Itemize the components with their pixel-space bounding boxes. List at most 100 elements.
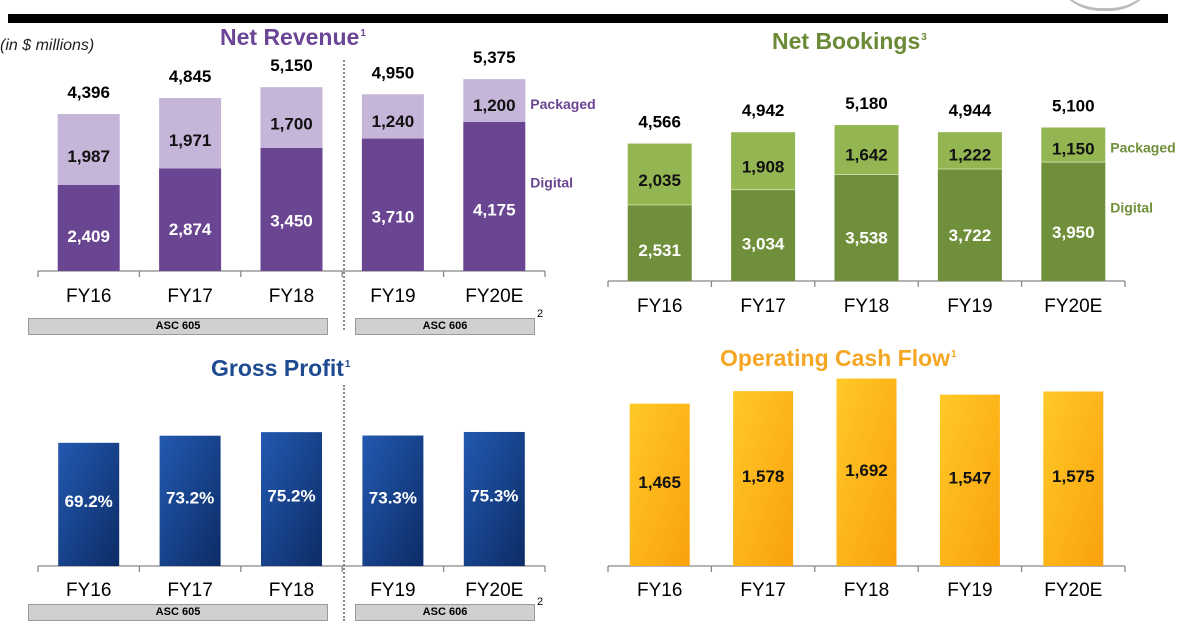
gross-bar [362,435,424,566]
rev-bar-digital [57,184,120,271]
gross-bar [463,431,525,566]
gross-category-label: FY16 [66,580,111,601]
book-packaged-value-label: 2,035 [638,171,681,190]
rev-bar-digital [361,138,424,271]
cash-value-label: 1,465 [638,473,681,492]
asc-divider-top [343,60,345,330]
book-category-label: FY18 [844,296,889,317]
asc-footnote-top: 2 [537,308,544,320]
asc-divider-bottom [343,385,345,621]
book-bar-digital [937,168,1002,281]
gross-profit-title: Gross Profit1 [211,355,351,381]
book-digital-value-label: 3,722 [949,226,992,245]
gross-category-label: FY17 [167,580,212,601]
rev-total-label: 5,150 [270,56,313,75]
rev-bar-packaged [361,94,424,139]
book-category-label: FY20E [1044,296,1102,317]
units-label: (in $ millions) [0,37,95,54]
gross-category-label: FY18 [269,580,314,601]
gross-value-label: 75.3% [470,487,518,506]
rev-total-label: 4,845 [169,67,212,86]
rev-packaged-value-label: 1,987 [67,147,110,166]
cash-category-label: FY20E [1044,580,1102,601]
book-total-label: 4,944 [949,101,992,120]
corner-logo-arc [1050,0,1160,11]
rev-bar-digital [260,147,323,271]
cash-bar [1043,391,1104,566]
book-digital-value-label: 3,538 [845,228,888,247]
gross-bar [159,435,221,566]
rev-digital-value-label: 3,710 [372,207,415,226]
rev-digital-value-label: 2,874 [169,220,212,239]
rev-legend-digital: Digital [530,174,573,190]
book-total-label: 5,100 [1052,96,1095,115]
rev-bar-digital [159,168,222,271]
rev-legend-packaged: Packaged [530,96,595,112]
book-legend-packaged: Packaged [1110,140,1175,156]
book-digital-value-label: 3,034 [742,235,785,254]
net-revenue-title: Net Revenue1 [220,24,366,50]
cash-bar [939,394,1000,566]
rev-bar-packaged [57,114,120,185]
rev-total-label: 5,375 [473,48,516,67]
rev-packaged-value-label: 1,200 [473,96,516,115]
gross-value-label: 69.2% [65,492,113,511]
rev-packaged-value-label: 1,971 [169,131,212,150]
book-digital-value-label: 3,950 [1052,223,1095,242]
book-packaged-value-label: 1,150 [1052,140,1095,159]
book-digital-value-label: 2,531 [638,241,681,260]
book-total-label: 4,942 [742,101,785,120]
operating-cash-flow-title: Operating Cash Flow1 [720,345,957,371]
gross-value-label: 75.2% [267,487,315,506]
net-bookings-title: Net Bookings3 [772,28,927,54]
cash-category-label: FY16 [637,580,682,601]
rev-category-label: FY20E [465,286,523,307]
rev-category-label: FY17 [167,286,212,307]
gross-bar [58,442,120,566]
book-bar-digital [834,174,899,281]
book-packaged-value-label: 1,222 [949,146,992,165]
book-legend-digital: Digital [1110,200,1153,216]
rev-packaged-value-label: 1,700 [270,114,313,133]
gross-category-label: FY20E [465,580,523,601]
rev-bar-digital [463,121,526,271]
gross-value-label: 73.2% [166,488,214,507]
cash-category-label: FY17 [740,580,785,601]
book-bar-packaged [627,143,692,205]
cash-category-label: FY19 [947,580,992,601]
gross-category-label: FY19 [370,580,415,601]
book-bar-packaged [834,125,899,175]
book-bar-digital [731,189,796,281]
book-bar-digital [1041,162,1106,281]
cash-bar [836,378,897,566]
rev-bar-packaged [260,87,323,148]
book-category-label: FY16 [637,296,682,317]
book-bar-packaged [937,132,1002,169]
gross-value-label: 73.3% [369,488,417,507]
rev-total-label: 4,950 [372,63,415,82]
rev-digital-value-label: 4,175 [473,200,516,219]
gross-bar [261,432,322,566]
cash-value-label: 1,578 [742,467,785,486]
rev-digital-value-label: 3,450 [270,211,313,230]
rev-digital-value-label: 2,409 [67,227,110,246]
asc-605-box-top: ASC 605 [28,318,328,335]
book-bar-digital [627,204,692,281]
book-total-label: 5,180 [845,94,888,113]
cash-value-label: 1,575 [1052,467,1095,486]
book-total-label: 4,566 [638,113,681,132]
asc-footnote-bottom: 2 [537,596,544,608]
asc-606-box-top: ASC 606 [355,318,535,335]
rev-category-label: FY19 [370,286,415,307]
rev-category-label: FY18 [269,286,314,307]
book-packaged-value-label: 1,642 [845,146,888,165]
book-bar-packaged [731,132,796,190]
top-rule [8,14,1168,23]
cash-value-label: 1,547 [949,469,992,488]
rev-packaged-value-label: 1,240 [372,112,415,131]
rev-bar-packaged [159,98,222,169]
cash-bar [629,403,690,566]
book-bar-packaged [1041,127,1106,163]
cash-category-label: FY18 [844,580,889,601]
